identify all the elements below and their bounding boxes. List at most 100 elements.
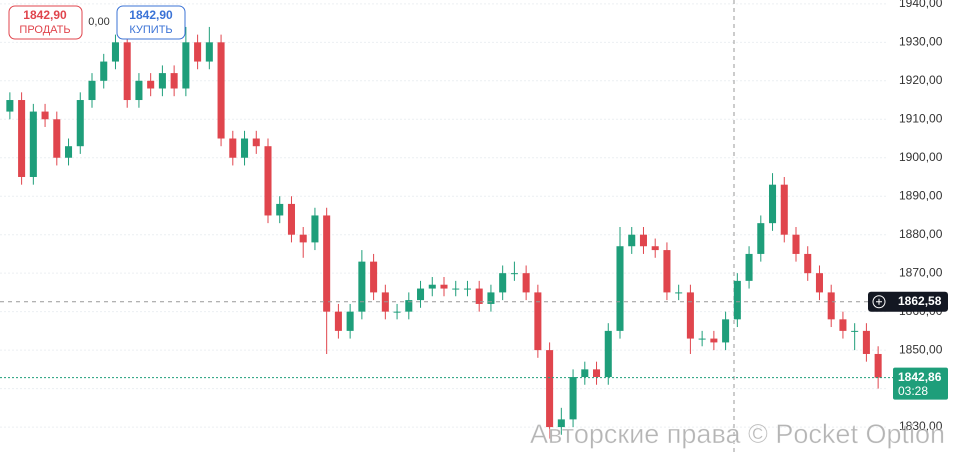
candle-body xyxy=(604,330,612,378)
candle-body xyxy=(780,184,788,235)
candle-body xyxy=(205,42,213,62)
candle-body xyxy=(522,273,530,293)
candle-body xyxy=(722,319,730,343)
candle-body xyxy=(147,80,155,89)
candle-body xyxy=(616,246,624,331)
candle-body xyxy=(827,292,835,320)
candle-body xyxy=(581,369,589,378)
candle-body xyxy=(557,419,565,428)
candle-body xyxy=(546,350,554,428)
candle-body xyxy=(569,377,577,420)
y-tick-label: 1910,00 xyxy=(899,111,943,125)
crosshair-label: 1862,58 xyxy=(898,294,942,308)
candle-body xyxy=(510,273,518,275)
y-tick-label: 1890,00 xyxy=(899,188,943,202)
candle-body xyxy=(393,311,401,313)
candle-body xyxy=(487,292,495,304)
candle-body xyxy=(686,292,694,339)
candle-body xyxy=(499,273,507,293)
sell-price: 1842,90 xyxy=(23,8,67,22)
candle-body xyxy=(428,284,436,289)
candle-body xyxy=(862,330,870,354)
crosshair-plus xyxy=(872,295,886,309)
candle-body xyxy=(18,100,26,177)
candle-body xyxy=(217,42,225,139)
candle-body xyxy=(675,292,683,294)
candle-body xyxy=(663,250,671,293)
candle-body xyxy=(593,369,601,378)
candle-body xyxy=(745,253,753,281)
buy-button[interactable]: 1842,90 КУПИТЬ xyxy=(116,5,186,40)
candle-body xyxy=(405,300,413,312)
current-price-label: 1842,86 xyxy=(898,370,942,384)
candle-body xyxy=(170,73,178,89)
candle-body xyxy=(123,42,131,101)
candle-body xyxy=(851,330,859,332)
candle-body xyxy=(534,292,542,351)
candle-body xyxy=(100,61,108,81)
y-tick-label: 1930,00 xyxy=(899,34,943,48)
candle-body xyxy=(41,111,49,120)
y-tick-label: 1920,00 xyxy=(899,73,943,87)
y-tick-label: 1850,00 xyxy=(899,342,943,356)
y-tick-label: 1830,00 xyxy=(899,419,943,433)
candle-body xyxy=(710,338,718,343)
candle-body xyxy=(65,146,73,158)
candle-body xyxy=(299,234,307,243)
candle-body xyxy=(311,215,319,243)
candle-body xyxy=(733,280,741,320)
y-tick-label: 1900,00 xyxy=(899,150,943,164)
candle-body xyxy=(839,319,847,331)
candle-body xyxy=(229,138,237,158)
crosshair-label-box xyxy=(868,291,948,312)
candle-body xyxy=(334,311,342,331)
candle-body xyxy=(475,288,483,304)
candle-body xyxy=(463,288,471,290)
candle-body xyxy=(628,234,636,247)
current-price-box xyxy=(893,367,948,400)
candle-body xyxy=(452,288,460,290)
candle-body xyxy=(76,100,84,147)
buy-price: 1842,90 xyxy=(129,8,173,22)
candle-body xyxy=(346,311,354,331)
candle-body xyxy=(276,203,284,216)
candle-body xyxy=(241,138,249,158)
crosshair-plus-sign xyxy=(876,298,882,305)
y-tick-label: 1870,00 xyxy=(899,265,943,279)
sell-button[interactable]: 1842,90 ПРОДАТЬ xyxy=(8,5,83,40)
watermark: Авторские права © Pocket Option xyxy=(530,419,945,449)
timer: 03:28 xyxy=(898,384,928,398)
candle-body xyxy=(323,215,331,312)
candle-body xyxy=(29,111,37,177)
spread: 0,00 xyxy=(88,16,109,28)
candle-body xyxy=(287,203,295,235)
sell-label: ПРОДАТЬ xyxy=(19,24,70,36)
candle-body xyxy=(370,261,378,293)
candle-body xyxy=(804,253,812,274)
candle-body xyxy=(194,42,202,62)
candle-body xyxy=(698,338,706,340)
candle-body xyxy=(757,223,765,254)
candle-body xyxy=(158,73,166,89)
candle-body xyxy=(815,273,823,293)
candle-body xyxy=(417,288,425,301)
candle-body xyxy=(88,80,96,101)
candle-body xyxy=(874,353,882,378)
candle-body xyxy=(111,42,119,62)
buy-label: КУПИТЬ xyxy=(129,24,172,36)
candle-body xyxy=(792,234,800,254)
candle-body xyxy=(135,80,143,101)
candle-body xyxy=(440,284,448,289)
candle-body xyxy=(639,234,647,247)
candle-body xyxy=(358,261,366,312)
candle-body xyxy=(651,246,659,251)
candle-body xyxy=(264,146,272,216)
candle-body xyxy=(182,42,190,89)
candle-body xyxy=(6,100,14,112)
y-tick-label: 1880,00 xyxy=(899,227,943,241)
candle-body xyxy=(769,184,777,224)
candle-body xyxy=(53,119,61,158)
candle-body xyxy=(252,138,260,147)
